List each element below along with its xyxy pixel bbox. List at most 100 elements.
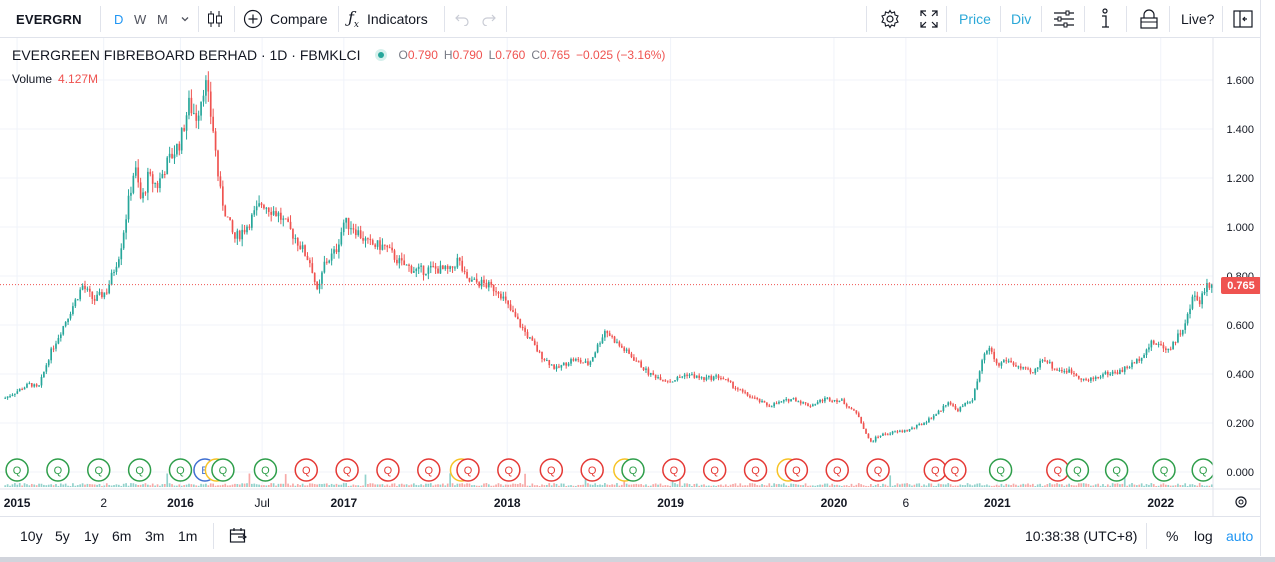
gear-icon[interactable]: [880, 0, 900, 38]
candle-body: [932, 415, 935, 419]
volume-bar: [749, 483, 751, 487]
volume-bar: [183, 485, 185, 487]
svg-text:Q: Q: [1073, 465, 1082, 477]
candle-body: [287, 218, 289, 222]
percent-toggle[interactable]: %: [1166, 517, 1178, 555]
clock-label: 10:38:38 (UTC+8): [1025, 528, 1138, 544]
resolution-month[interactable]: M: [157, 0, 168, 38]
live-button[interactable]: Live?: [1181, 0, 1214, 38]
y-tick-label: 0.000: [1226, 467, 1254, 479]
range-3m[interactable]: 3m: [145, 517, 164, 555]
volume-bar: [521, 484, 524, 487]
price-chart[interactable]: QQQQQBDQQQQQQDQQQQDQQQQDQQQQQQQQQQQ 1.60…: [0, 38, 1260, 516]
volume-bar: [1012, 483, 1015, 487]
range-5y[interactable]: 5y: [55, 517, 70, 555]
redo-icon[interactable]: [481, 0, 497, 38]
candle-body: [1056, 369, 1058, 371]
price-toggle[interactable]: Price: [959, 0, 991, 38]
candle-body: [944, 405, 947, 407]
candle-body: [840, 399, 843, 401]
volume-bar: [224, 483, 227, 487]
undo-icon[interactable]: [454, 0, 470, 38]
volume-bar: [74, 485, 77, 487]
volume-bar: [4, 485, 7, 487]
candle-body: [1097, 376, 1099, 378]
volume-bar: [879, 485, 882, 487]
volume-bar: [11, 484, 14, 487]
volume-bar: [857, 483, 860, 487]
volume-bar: [1104, 485, 1107, 487]
volume-bar: [335, 483, 338, 487]
event-marker-q: Q: [743, 458, 768, 482]
candle-body: [345, 217, 347, 223]
candle-body: [928, 418, 930, 423]
volume-bar: [558, 485, 560, 487]
lock-icon[interactable]: [1139, 0, 1159, 38]
candle-body: [828, 397, 831, 401]
volume-bar: [1099, 485, 1102, 487]
log-label: log: [1194, 528, 1213, 544]
range-1y[interactable]: 1y: [84, 517, 99, 555]
volume-bar: [1119, 484, 1121, 487]
volume-bar: [993, 485, 996, 487]
log-toggle[interactable]: log: [1194, 517, 1213, 555]
candle-body: [507, 300, 509, 305]
panel-icon[interactable]: [1233, 0, 1253, 38]
volume-bar: [446, 483, 449, 487]
compare-button[interactable]: Compare: [243, 0, 328, 38]
candle-body: [1169, 348, 1172, 350]
range-1m[interactable]: 1m: [178, 517, 197, 555]
candle-body: [1034, 368, 1037, 374]
volume-bar: [294, 485, 297, 487]
volume-bar: [669, 485, 672, 487]
candle-body: [427, 267, 430, 274]
candle-body: [318, 283, 321, 290]
auto-toggle[interactable]: auto: [1226, 517, 1253, 555]
candle-body: [425, 273, 427, 275]
volume-bar: [514, 483, 517, 487]
resolution-day[interactable]: D: [114, 0, 123, 38]
adjust-icon[interactable]: [1053, 0, 1075, 38]
volume-bar: [1143, 485, 1145, 487]
candle-body: [1196, 295, 1199, 301]
symbol-search[interactable]: EVERGRN: [16, 0, 82, 38]
volume-bar: [973, 484, 976, 487]
range-10y[interactable]: 10y: [20, 517, 43, 555]
volume-bar: [785, 485, 788, 487]
volume-bar: [451, 483, 454, 487]
volume-bar: [1041, 485, 1044, 487]
candle-body: [652, 372, 655, 375]
info-icon[interactable]: [1099, 0, 1111, 38]
volume-bar: [1051, 484, 1054, 487]
candle-body: [214, 131, 217, 151]
candle-body: [400, 258, 403, 261]
candle-body: [16, 391, 19, 394]
volume-bar: [662, 485, 664, 487]
candle-body: [156, 182, 159, 189]
indicators-button[interactable]: ƒx Indicators: [348, 0, 428, 38]
div-toggle[interactable]: Div: [1011, 0, 1031, 38]
candle-body: [1051, 361, 1054, 369]
svg-text:Q: Q: [670, 465, 679, 477]
range-6m[interactable]: 6m: [112, 517, 131, 555]
candles-icon[interactable]: [206, 0, 224, 38]
chevron-down-icon[interactable]: [179, 0, 191, 38]
volume-bar: [190, 484, 193, 487]
candle-body: [1099, 376, 1102, 378]
toolbar-divider: [866, 6, 867, 32]
volume-bar: [383, 485, 386, 487]
calendar-range-icon[interactable]: [229, 517, 247, 555]
volume-bar: [30, 483, 33, 487]
volume-bar: [584, 475, 587, 487]
candle-body: [166, 157, 169, 175]
candle-body: [11, 394, 14, 396]
resolution-week[interactable]: W: [134, 0, 146, 38]
candle-body: [376, 240, 379, 247]
volume-bar: [507, 484, 509, 487]
volume-bar: [833, 485, 836, 487]
candle-body: [565, 362, 568, 366]
candle-body: [335, 249, 338, 253]
volume-bar: [1002, 485, 1005, 487]
fullscreen-icon[interactable]: [920, 0, 938, 38]
volume-bar: [901, 483, 904, 487]
